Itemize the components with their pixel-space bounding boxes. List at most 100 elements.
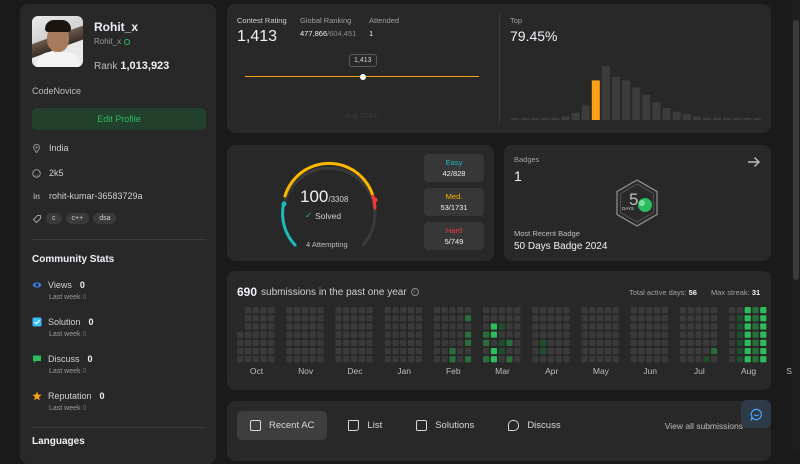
heatmap-cell[interactable] [547,315,554,322]
heatmap-cell[interactable] [638,331,645,338]
heatmap-cell[interactable] [433,315,440,322]
heatmap-cell[interactable] [597,356,604,363]
heatmap-cell[interactable] [729,307,736,314]
heatmap-cell[interactable] [540,323,547,330]
heatmap-cell[interactable] [604,331,611,338]
heatmap-cell[interactable] [661,339,668,346]
heatmap-cell[interactable] [433,331,440,338]
heatmap-cell[interactable] [506,323,513,330]
heatmap-cell[interactable] [547,339,554,346]
heatmap-cell[interactable] [760,307,767,314]
heatmap-cell[interactable] [457,347,464,355]
heatmap-cell[interactable] [661,307,668,314]
heatmap-cell[interactable] [498,315,505,322]
heatmap-cell[interactable] [317,347,324,355]
tab-solutions[interactable]: Solutions [403,411,487,440]
heatmap-cell[interactable] [286,339,293,346]
heatmap-cell[interactable] [351,347,358,355]
heatmap-cell[interactable] [415,323,422,330]
heatmap-cell[interactable] [457,339,464,346]
heatmap-cell[interactable] [252,356,259,363]
heatmap-cell[interactable] [252,339,259,346]
heatmap-cell[interactable] [260,347,267,355]
heatmap-cell[interactable] [457,323,464,330]
heatmap-cell[interactable] [711,315,718,322]
heatmap-cell[interactable] [581,339,588,346]
heatmap-cell[interactable] [744,323,751,330]
heatmap-cell[interactable] [506,307,513,314]
heatmap-cell[interactable] [392,323,399,330]
github-row[interactable]: 2k5 [32,168,64,178]
heatmap-cell[interactable] [483,323,490,330]
heatmap-cell[interactable] [384,307,391,314]
heatmap-cell[interactable] [597,347,604,355]
heatmap-cell[interactable] [449,307,456,314]
heatmap-cell[interactable] [449,339,456,346]
heatmap-cell[interactable] [392,356,399,363]
heatmap-cell[interactable] [237,347,244,355]
heatmap-cell[interactable] [555,339,562,346]
heatmap-cell[interactable] [612,347,619,355]
heatmap-cell[interactable] [244,339,251,346]
heatmap-cell[interactable] [729,347,736,355]
heatmap-cell[interactable] [384,331,391,338]
heatmap-cell[interactable] [654,347,661,355]
heatmap-cell[interactable] [679,347,686,355]
heatmap-cell[interactable] [597,323,604,330]
heatmap-cell[interactable] [408,339,415,346]
heatmap-cell[interactable] [679,331,686,338]
heatmap-cell[interactable] [301,323,308,330]
skill-tag[interactable]: dsa [93,213,117,224]
heatmap-cell[interactable] [358,347,365,355]
heatmap-cell[interactable] [415,315,422,322]
heatmap-cell[interactable] [547,323,554,330]
heatmap-cell[interactable] [441,307,448,314]
heatmap-cell[interactable] [408,315,415,322]
heatmap-cell[interactable] [335,331,342,338]
heatmap-cell[interactable] [335,356,342,363]
heatmap-cell[interactable] [514,339,521,346]
tab-discuss[interactable]: Discuss [495,411,573,440]
heatmap-cell[interactable] [646,331,653,338]
heatmap-cell[interactable] [703,315,710,322]
heatmap-cell[interactable] [490,331,497,338]
heatmap-cell[interactable] [555,331,562,338]
heatmap-cell[interactable] [351,331,358,338]
avatar[interactable] [32,16,83,67]
heatmap-cell[interactable] [703,331,710,338]
heatmap-cell[interactable] [687,315,694,322]
heatmap-cell[interactable] [506,315,513,322]
heatmap-cell[interactable] [540,347,547,355]
heatmap-cell[interactable] [679,315,686,322]
heatmap-cell[interactable] [679,323,686,330]
heatmap-cell[interactable] [252,323,259,330]
heatmap-cell[interactable] [260,315,267,322]
heatmap-cell[interactable] [661,315,668,322]
heatmap-cell[interactable] [392,315,399,322]
heatmap-cell[interactable] [309,323,316,330]
arrow-right-icon[interactable] [747,155,761,169]
heatmap-cell[interactable] [433,307,440,314]
heatmap-cell[interactable] [679,307,686,314]
heatmap-cell[interactable] [581,315,588,322]
heatmap-cell[interactable] [343,323,350,330]
heatmap-cell[interactable] [612,339,619,346]
heatmap-cell[interactable] [532,356,539,363]
heatmap-cell[interactable] [540,331,547,338]
heatmap-cell[interactable] [703,307,710,314]
heatmap-cell[interactable] [433,323,440,330]
heatmap-cell[interactable] [260,307,267,314]
heatmap-cell[interactable] [335,307,342,314]
heatmap-cell[interactable] [506,339,513,346]
heatmap-cell[interactable] [415,307,422,314]
heatmap-cell[interactable] [415,331,422,338]
heatmap-cell[interactable] [400,331,407,338]
heatmap-cell[interactable] [729,331,736,338]
heatmap-cell[interactable] [268,323,275,330]
heatmap-cell[interactable] [260,323,267,330]
heatmap-cell[interactable] [351,339,358,346]
heatmap-cell[interactable] [384,356,391,363]
heatmap-cell[interactable] [483,307,490,314]
heatmap-cell[interactable] [661,356,668,363]
heatmap-cell[interactable] [612,315,619,322]
